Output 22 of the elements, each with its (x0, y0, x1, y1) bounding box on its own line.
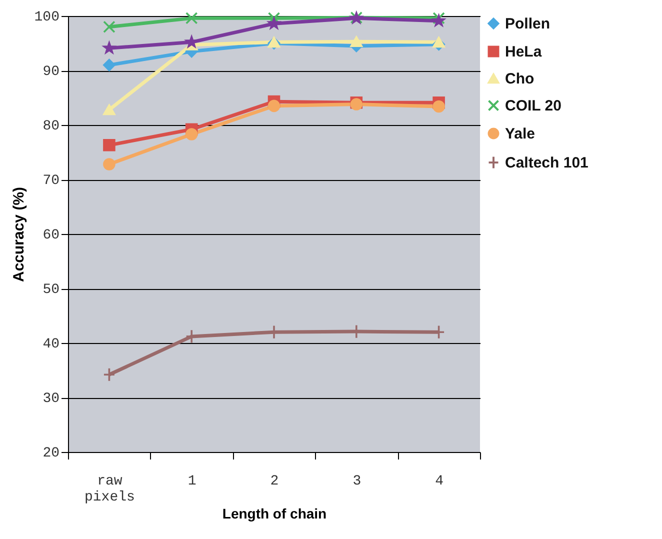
y-tick-label: 80 (42, 118, 60, 134)
x-tick-label: 2 (270, 474, 279, 490)
y-axis-title: Accuracy (%) (10, 186, 28, 282)
x-axis-title: Length of chain (222, 506, 327, 522)
y-tick-label: 90 (42, 64, 60, 80)
x-tick-label: 1 (188, 474, 196, 490)
legend-label: Caltech 101 (505, 154, 588, 172)
y-tick-label: 30 (42, 391, 60, 407)
x-tick-label: 3 (352, 474, 362, 490)
y-tick-label: 60 (42, 228, 60, 244)
y-tick-label: 40 (42, 336, 60, 352)
x-tick-label: 4 (435, 474, 444, 490)
y-tick-label: 100 (34, 10, 60, 26)
x-tick-label: raw pixels (84, 474, 135, 506)
y-tick-label: 70 (42, 173, 60, 189)
legend-label: Pollen (505, 16, 550, 32)
y-tick-label: 20 (42, 446, 60, 462)
legend-label: COIL 20 (505, 98, 562, 114)
y-tick-label: 50 (42, 282, 60, 298)
legend-label: Yale (505, 126, 536, 142)
legend-label: Cho (505, 70, 534, 88)
legend-label: HeLa (505, 44, 542, 60)
